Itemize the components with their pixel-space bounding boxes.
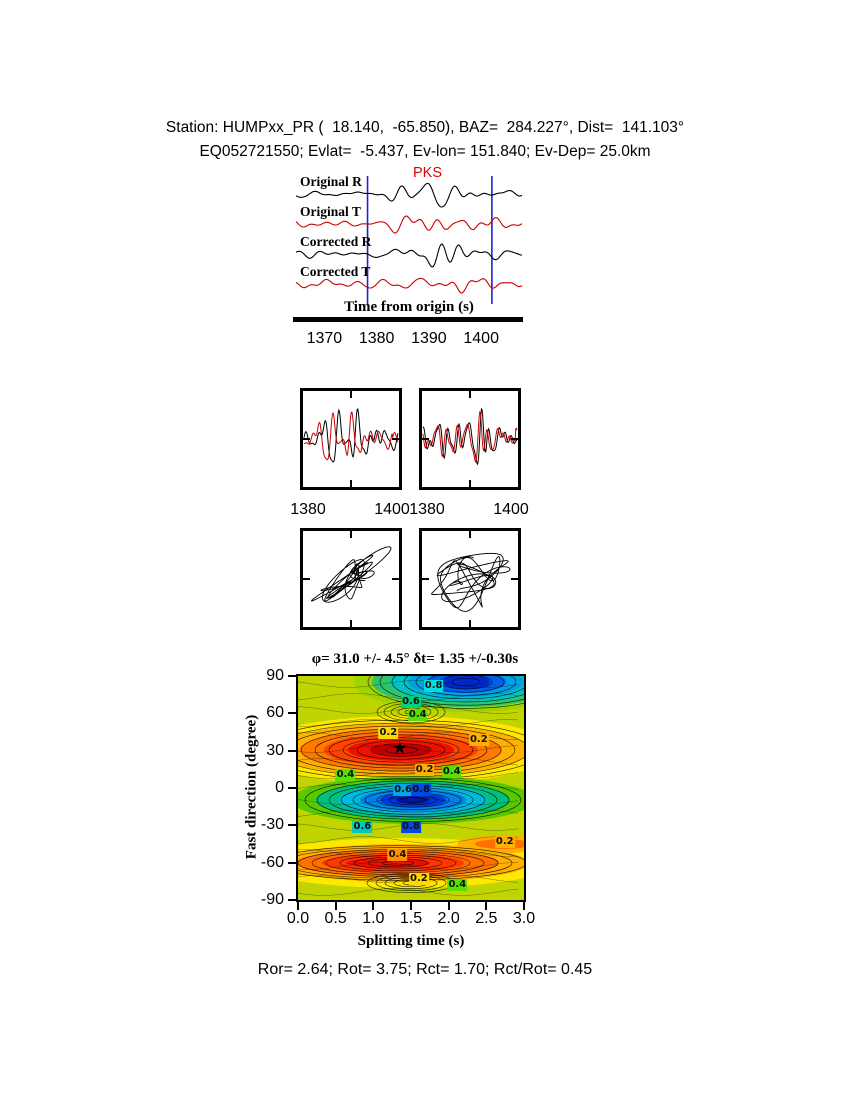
contour-ytick-label: 30 bbox=[266, 741, 284, 759]
contour-xtick-label: 0.5 bbox=[324, 910, 347, 927]
axis-tick bbox=[469, 391, 471, 398]
contour-level-label: 0.2 bbox=[468, 733, 489, 746]
trace-label-original-t: Original T bbox=[300, 204, 361, 219]
contour-level-label: 0.6 bbox=[352, 821, 373, 834]
contour-xtick bbox=[410, 902, 412, 910]
contour-xtick bbox=[372, 902, 375, 910]
waveform-xaxis-line bbox=[293, 317, 523, 322]
contour-level-label: 0.6 bbox=[393, 784, 413, 797]
contour-xtick-label: 0.0 bbox=[286, 910, 310, 927]
window-panel-right bbox=[419, 388, 521, 490]
contour-xaxis-label: Splitting time (s) bbox=[357, 933, 465, 949]
axis-tick bbox=[350, 531, 352, 538]
contour-ytick-label: 60 bbox=[266, 704, 284, 722]
phase-pick-label: PKS bbox=[413, 165, 443, 181]
axis-tick bbox=[469, 620, 471, 627]
axis-tick bbox=[469, 531, 471, 538]
axis-tick bbox=[511, 438, 518, 440]
contour-ytick-label: 90 bbox=[266, 667, 284, 684]
best-fit-star-marker: ★ bbox=[392, 739, 408, 759]
axis-tick bbox=[422, 578, 429, 580]
waveform-panel: Original R Original T Corrected R Corrected… bbox=[295, 165, 523, 314]
contour-level-label: 0.6 bbox=[401, 695, 421, 708]
axis-tick bbox=[511, 578, 518, 580]
contour-level-label: 0.2 bbox=[414, 764, 435, 777]
axis-tick bbox=[469, 480, 471, 487]
contour-ytick bbox=[288, 787, 296, 789]
contour-xtick bbox=[297, 902, 299, 910]
window-xtick: 1380 bbox=[409, 501, 445, 518]
trace-label-original-r: Original R bbox=[300, 174, 362, 189]
contour-level-label: 0.4 bbox=[407, 709, 428, 722]
contour-plot: 0.8 0.6 0.4 0.2 0.2 0.2 0.4 0.4 0.6 0.8 0.6 0.8 0.2 0… bbox=[296, 674, 526, 902]
window-panel-left bbox=[300, 388, 402, 490]
contour-ytick bbox=[288, 899, 296, 901]
contour-xtick bbox=[334, 902, 337, 910]
contour-xtick bbox=[523, 902, 525, 910]
trace-label-corrected-r: Corrected R bbox=[300, 234, 372, 249]
contour-xtick-label: 3.0 bbox=[512, 910, 536, 927]
contour-xtick-label: 2.0 bbox=[437, 910, 460, 927]
waveform-xaxis-label: Time from origin (s) bbox=[344, 299, 474, 315]
contour-xtick-label: 2.5 bbox=[475, 910, 498, 927]
contour-title: φ= 31.0 +/- 4.5° δt= 1.35 +/-0.30s bbox=[311, 651, 519, 667]
contour-level-label: 0.8 bbox=[423, 680, 444, 693]
contour-level-label: 0.4 bbox=[387, 849, 408, 862]
contour-level-label: 0.8 bbox=[411, 784, 432, 797]
axis-tick bbox=[392, 578, 399, 580]
contour-level-label: 0.8 bbox=[401, 821, 421, 834]
contour-xtick-label: 1.5 bbox=[399, 910, 423, 927]
contour-xtick-label: 1.0 bbox=[362, 910, 385, 927]
axis-tick bbox=[303, 438, 310, 440]
contour-ytick bbox=[288, 749, 296, 752]
particle-motion-panel-left bbox=[300, 528, 402, 630]
axis-tick bbox=[392, 438, 399, 440]
axis-tick bbox=[350, 480, 352, 487]
contour-level-label: 0.4 bbox=[447, 879, 468, 892]
waveform-xtick: 1400 bbox=[463, 330, 499, 347]
axis-tick bbox=[350, 620, 352, 627]
trace-label-corrected-t: Corrected T bbox=[300, 264, 371, 279]
contour-ytick-label: 0 bbox=[275, 779, 284, 796]
contour-level-label: 0.2 bbox=[409, 872, 429, 885]
waveform-xtick: 1380 bbox=[358, 330, 395, 347]
contour-ytick-label: -30 bbox=[260, 816, 284, 834]
axis-tick bbox=[303, 578, 310, 580]
contour-ytick bbox=[288, 712, 296, 715]
waveform-xtick: 1370 bbox=[306, 330, 343, 347]
axis-tick bbox=[422, 438, 429, 440]
contour-xtick bbox=[447, 902, 450, 910]
window-xtick: 1380 bbox=[290, 501, 326, 518]
contour-ytick bbox=[288, 824, 296, 827]
contour-ytick bbox=[288, 861, 296, 864]
contour-ytick-label: -90 bbox=[260, 891, 284, 908]
contour-level-label: 0.2 bbox=[378, 727, 399, 740]
contour-level-label: 0.4 bbox=[441, 766, 462, 779]
results-footer: Ror= 2.64; Rot= 3.75; Rct= 1.70; Rct/Rot… bbox=[257, 961, 593, 978]
window-xtick: 1400 bbox=[374, 501, 410, 518]
window-xtick: 1400 bbox=[493, 501, 529, 518]
contour-ytick-label: -60 bbox=[260, 853, 284, 871]
contour-xtick bbox=[485, 902, 488, 910]
event-header: EQ052721550; Evlat= -5.437, Ev-lon= 151.… bbox=[199, 143, 651, 160]
station-header: Station: HUMPxx_PR ( 18.140, -65.850), B… bbox=[165, 119, 685, 136]
particle-motion-panel-right bbox=[419, 528, 521, 630]
contour-level-label: 0.2 bbox=[494, 835, 515, 848]
contour-ytick bbox=[288, 675, 296, 677]
axis-tick bbox=[350, 391, 352, 398]
waveform-xtick: 1390 bbox=[411, 330, 447, 347]
contour-level-label: 0.4 bbox=[335, 768, 356, 781]
